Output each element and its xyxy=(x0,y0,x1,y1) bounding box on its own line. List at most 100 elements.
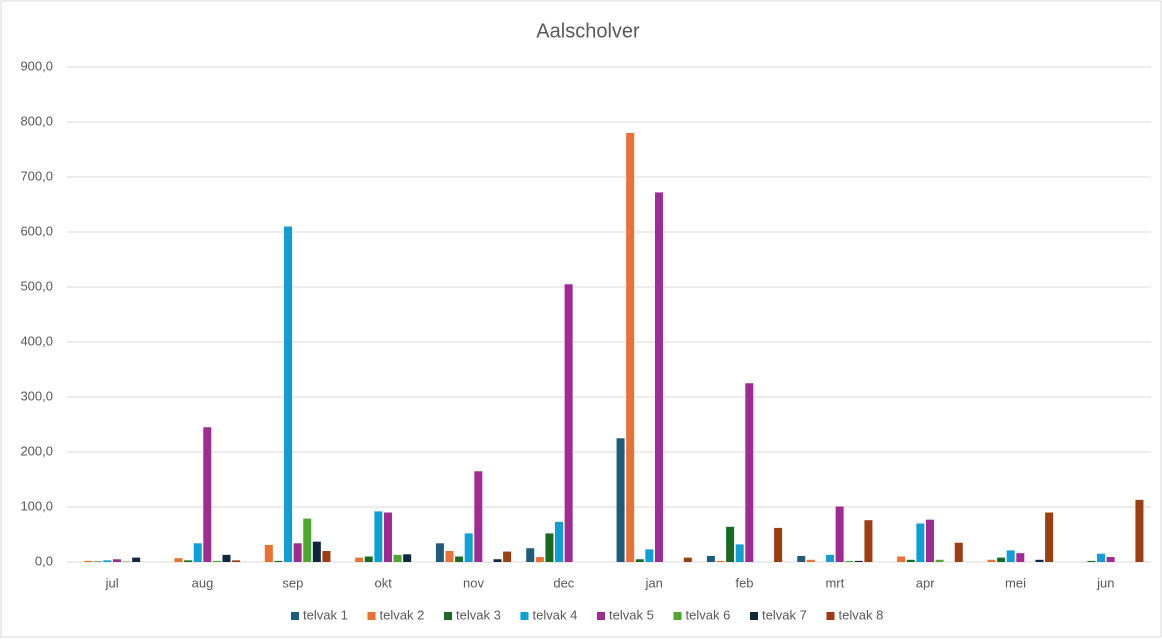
bar xyxy=(735,544,744,562)
bar xyxy=(635,559,644,562)
bar xyxy=(616,438,625,562)
legend-marker xyxy=(673,612,682,620)
bar xyxy=(122,561,131,562)
bar xyxy=(535,557,544,562)
bar xyxy=(193,543,202,562)
x-tick-label: aug xyxy=(192,575,214,590)
chart-title: Aalscholver xyxy=(536,20,640,42)
bar xyxy=(403,554,412,562)
y-tick-label: 800,0 xyxy=(20,113,53,128)
bar xyxy=(564,284,573,562)
legend-label: telvak 3 xyxy=(456,607,501,622)
bar xyxy=(854,560,863,562)
bar xyxy=(93,561,102,562)
bar xyxy=(174,558,183,562)
bar xyxy=(264,544,273,562)
x-tick-label: apr xyxy=(916,575,935,590)
bar xyxy=(845,560,854,562)
bar xyxy=(503,551,512,562)
bar xyxy=(1035,559,1044,562)
legend-marker xyxy=(750,612,758,620)
x-tick-label: dec xyxy=(553,575,574,590)
bar xyxy=(826,554,835,562)
bar xyxy=(797,555,806,562)
bar xyxy=(545,533,554,562)
bar xyxy=(232,560,241,562)
bar xyxy=(954,542,963,562)
bar xyxy=(654,192,663,562)
bar xyxy=(745,383,754,562)
legend-marker xyxy=(597,612,605,620)
bar xyxy=(284,226,293,562)
legend-label: telvak 4 xyxy=(533,607,578,622)
bar xyxy=(1045,512,1054,562)
legend-label: telvak 6 xyxy=(686,607,731,622)
legend-marker xyxy=(444,612,452,620)
bar xyxy=(864,520,873,562)
x-tick-label: mei xyxy=(1005,575,1026,590)
y-tick-label: 900,0 xyxy=(20,58,53,73)
bar xyxy=(935,559,944,562)
bar xyxy=(455,556,464,562)
bar xyxy=(374,511,383,562)
bar xyxy=(103,560,112,562)
bar xyxy=(112,559,121,562)
bar xyxy=(916,523,925,562)
bar xyxy=(774,527,783,562)
bar xyxy=(1106,557,1115,562)
x-tick-label: jul xyxy=(105,575,119,590)
bar xyxy=(212,560,221,562)
bar xyxy=(303,518,312,562)
bar xyxy=(184,560,193,562)
y-tick-label: 300,0 xyxy=(20,388,53,403)
bar xyxy=(1016,553,1025,562)
bar xyxy=(1135,499,1144,562)
bar xyxy=(1087,560,1096,562)
bar xyxy=(716,560,725,562)
y-tick-label: 0,0 xyxy=(35,553,53,568)
bar xyxy=(474,471,483,562)
x-tick-label: sep xyxy=(282,575,303,590)
x-tick-label: nov xyxy=(463,575,484,590)
bar xyxy=(355,557,364,562)
legend-label: telvak 5 xyxy=(609,607,654,622)
bar xyxy=(925,519,934,562)
legend-label: telvak 1 xyxy=(303,607,348,622)
bar xyxy=(322,551,331,562)
legend-marker xyxy=(520,612,529,620)
bar xyxy=(726,526,735,562)
bar xyxy=(274,560,283,562)
bar xyxy=(526,548,535,562)
bar xyxy=(706,555,715,562)
x-tick-label: mrt xyxy=(825,575,844,590)
x-tick-label: jan xyxy=(644,575,662,590)
bar xyxy=(645,549,654,562)
bar xyxy=(312,541,321,562)
bar xyxy=(997,557,1006,562)
x-tick-label: okt xyxy=(374,575,392,590)
bar xyxy=(84,560,93,562)
bar xyxy=(1006,550,1015,562)
bar xyxy=(383,512,392,562)
bar xyxy=(203,427,212,562)
bar xyxy=(435,543,444,562)
bar xyxy=(493,559,502,562)
y-tick-label: 700,0 xyxy=(20,168,53,183)
y-tick-label: 100,0 xyxy=(20,498,53,513)
bar xyxy=(293,543,302,562)
bar xyxy=(364,556,373,562)
bar xyxy=(835,506,844,562)
bar xyxy=(132,557,141,562)
legend-label: telvak 7 xyxy=(762,607,807,622)
legend-label: telvak 2 xyxy=(380,607,425,622)
x-tick-label: feb xyxy=(735,575,753,590)
legend-marker xyxy=(826,612,835,620)
bar xyxy=(897,556,906,562)
bar xyxy=(464,533,473,562)
bar xyxy=(806,559,815,562)
bar xyxy=(1097,553,1106,562)
y-tick-label: 200,0 xyxy=(20,443,53,458)
bar xyxy=(683,557,692,562)
